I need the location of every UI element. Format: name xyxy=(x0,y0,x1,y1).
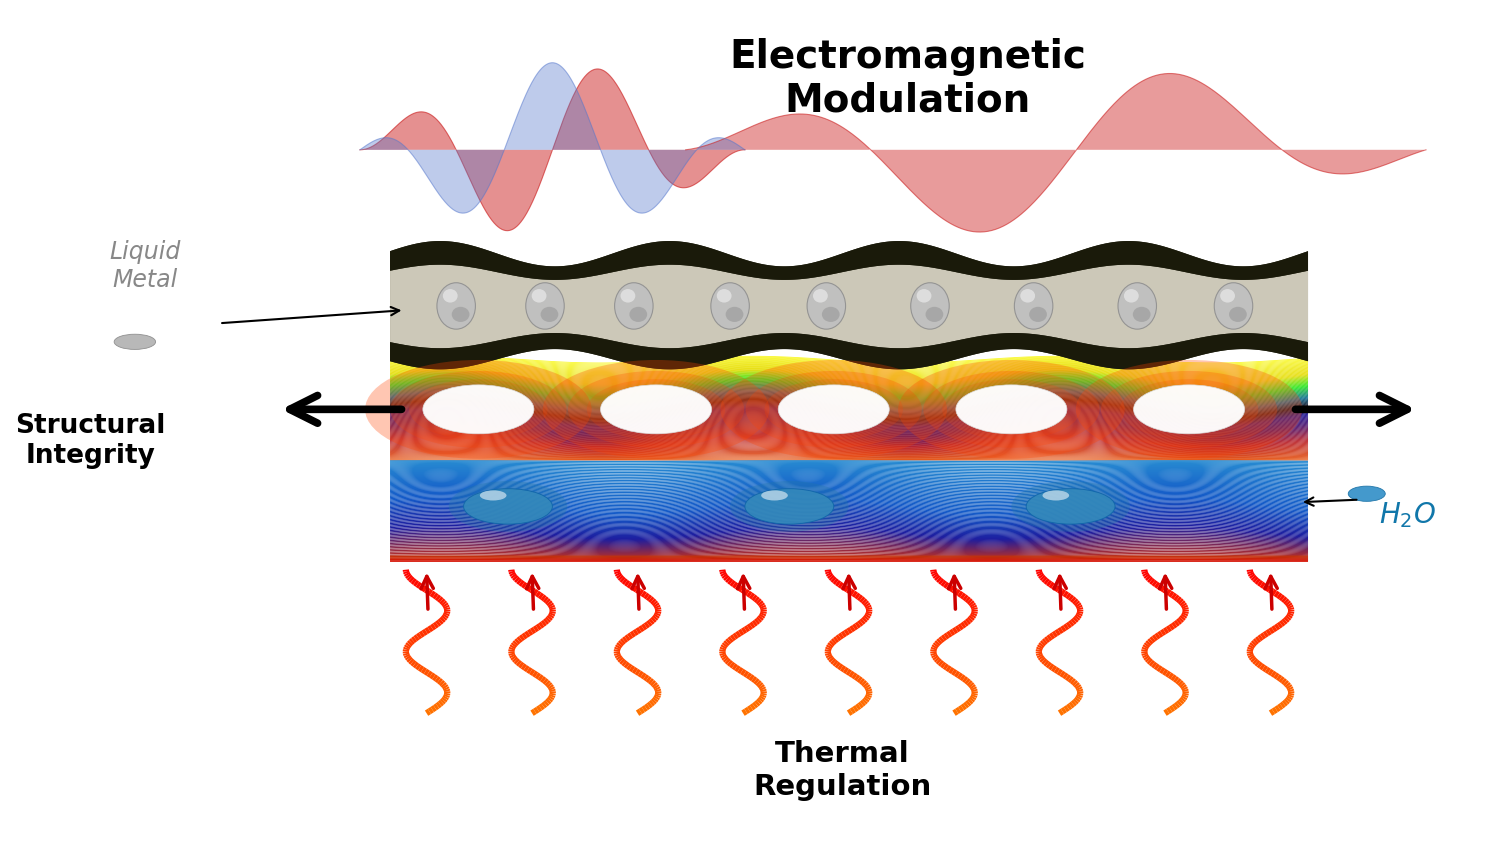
Ellipse shape xyxy=(436,283,476,329)
Ellipse shape xyxy=(746,489,834,524)
Ellipse shape xyxy=(464,489,552,524)
Ellipse shape xyxy=(765,379,903,440)
Ellipse shape xyxy=(1120,379,1258,440)
Ellipse shape xyxy=(1101,371,1276,447)
Ellipse shape xyxy=(822,307,840,322)
Ellipse shape xyxy=(1124,289,1138,303)
Ellipse shape xyxy=(1348,486,1386,501)
Ellipse shape xyxy=(452,307,470,322)
Ellipse shape xyxy=(540,307,558,322)
Ellipse shape xyxy=(1029,307,1047,322)
Ellipse shape xyxy=(730,481,849,532)
Ellipse shape xyxy=(568,371,744,447)
Ellipse shape xyxy=(531,289,546,303)
Ellipse shape xyxy=(726,307,744,322)
Ellipse shape xyxy=(543,360,770,459)
Ellipse shape xyxy=(1228,307,1246,322)
Ellipse shape xyxy=(630,307,646,322)
Ellipse shape xyxy=(410,379,548,440)
Ellipse shape xyxy=(956,385,1066,434)
Ellipse shape xyxy=(448,481,567,532)
Ellipse shape xyxy=(910,283,950,329)
Ellipse shape xyxy=(778,385,889,434)
Ellipse shape xyxy=(1214,283,1252,329)
Text: Structural
Integrity: Structural Integrity xyxy=(15,413,165,468)
Ellipse shape xyxy=(1026,489,1114,524)
Ellipse shape xyxy=(711,283,750,329)
Ellipse shape xyxy=(480,490,507,500)
Ellipse shape xyxy=(760,490,788,500)
Ellipse shape xyxy=(1220,289,1234,303)
Ellipse shape xyxy=(924,371,1100,447)
Ellipse shape xyxy=(1132,307,1150,322)
Text: Liquid
Metal: Liquid Metal xyxy=(110,240,182,292)
Ellipse shape xyxy=(807,283,846,329)
Ellipse shape xyxy=(1134,385,1245,434)
Ellipse shape xyxy=(1118,283,1156,329)
Ellipse shape xyxy=(114,334,156,349)
Ellipse shape xyxy=(1011,481,1130,532)
Ellipse shape xyxy=(442,289,458,303)
Ellipse shape xyxy=(600,385,711,434)
Ellipse shape xyxy=(390,371,567,447)
Ellipse shape xyxy=(926,307,944,322)
Ellipse shape xyxy=(615,283,652,329)
Ellipse shape xyxy=(1076,360,1302,459)
Ellipse shape xyxy=(423,385,534,434)
Ellipse shape xyxy=(526,283,564,329)
Ellipse shape xyxy=(813,289,828,303)
Ellipse shape xyxy=(621,289,636,303)
Ellipse shape xyxy=(717,289,732,303)
Ellipse shape xyxy=(364,360,591,459)
Text: Electromagnetic
Modulation: Electromagnetic Modulation xyxy=(729,38,1086,120)
Ellipse shape xyxy=(942,379,1080,440)
Ellipse shape xyxy=(1020,289,1035,303)
Ellipse shape xyxy=(1042,490,1070,500)
Text: $\it{H_2O}$: $\it{H_2O}$ xyxy=(1378,500,1436,530)
Text: Thermal
Regulation: Thermal Regulation xyxy=(753,740,932,801)
Ellipse shape xyxy=(720,360,946,459)
Ellipse shape xyxy=(746,371,922,447)
Ellipse shape xyxy=(916,289,932,303)
Ellipse shape xyxy=(898,360,1125,459)
Ellipse shape xyxy=(586,379,726,440)
Ellipse shape xyxy=(1014,283,1053,329)
